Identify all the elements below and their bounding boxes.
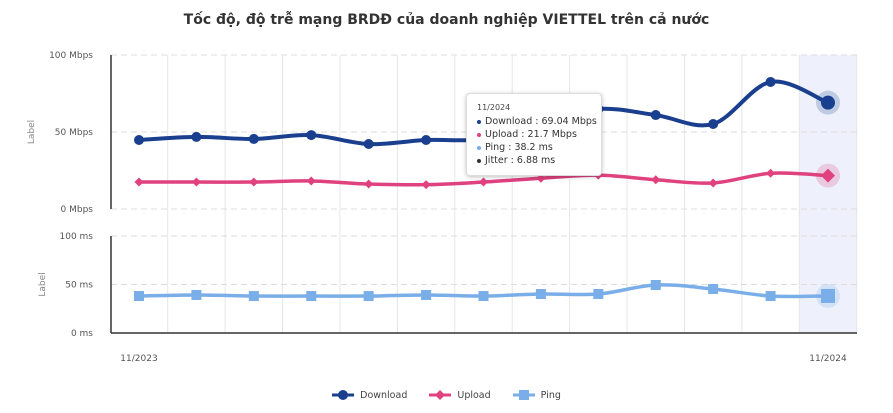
- data-point-upload: [479, 177, 488, 187]
- data-point-ping: [248, 291, 259, 302]
- tooltip-row-download: Download : 69.04 Mbps: [477, 115, 597, 128]
- tooltip-row-jitter: Jitter : 6.88 ms: [477, 154, 593, 167]
- data-point-ping: [708, 283, 719, 294]
- legend-label: Upload: [457, 389, 491, 401]
- tooltip-date: 11/2024: [477, 103, 511, 112]
- data-point-upload: [134, 177, 144, 187]
- legend-item-upload[interactable]: Upload: [429, 389, 491, 401]
- tooltip-row-ping: Ping : 38.2 ms: [477, 141, 593, 154]
- tooltip-ping-text: Ping : 38.2 ms: [485, 142, 553, 153]
- legend-upload-icon: [429, 390, 452, 400]
- y-tick-label: 50 ms: [65, 281, 93, 291]
- chart-legend: Download Upload Ping: [0, 389, 893, 401]
- legend-download-icon: [332, 390, 355, 400]
- data-point-upload: [191, 177, 201, 187]
- data-point-ping: [821, 288, 835, 303]
- data-point-ping: [765, 291, 776, 302]
- y-tick-label: 50 Mbps: [55, 128, 94, 138]
- tooltip-dot-icon: [477, 119, 481, 124]
- data-point-ping: [363, 291, 374, 302]
- data-point-upload: [306, 176, 316, 186]
- tooltip-jitter-text: Jitter : 6.88 ms: [485, 155, 556, 166]
- data-point-download: [765, 76, 776, 87]
- data-point-upload: [766, 168, 776, 178]
- data-point-download: [421, 135, 432, 146]
- data-point-download: [248, 133, 259, 144]
- data-point-ping: [191, 289, 202, 300]
- legend-label: Ping: [540, 389, 561, 401]
- tooltip-dot-icon: [477, 145, 481, 150]
- data-point-ping: [306, 291, 317, 302]
- chart-title: Tốc độ, độ trễ mạng BRDĐ của doanh nghiệ…: [183, 12, 710, 28]
- data-tooltip: 11/2024 Download : 69.04 Mbps Upload : 2…: [466, 93, 602, 176]
- data-point-download: [191, 131, 202, 142]
- legend-ping-icon: [512, 390, 535, 400]
- tooltip-download-text: Download : 69.04 Mbps: [485, 116, 597, 127]
- y-tick-label: 100 Mbps: [49, 51, 93, 61]
- data-point-download: [363, 139, 374, 150]
- tooltip-upload-text: Upload : 21.7 Mbps: [485, 129, 577, 140]
- data-point-ping: [593, 289, 604, 300]
- data-point-download: [306, 130, 317, 141]
- data-point-ping: [421, 289, 432, 300]
- legend-label: Download: [360, 389, 408, 401]
- y-tick-label: 0 ms: [71, 329, 93, 339]
- data-point-download: [821, 95, 835, 110]
- data-point-ping: [650, 279, 661, 290]
- data-point-ping: [535, 289, 546, 300]
- y-axis-label: Label: [27, 120, 37, 144]
- x-tick-label: 11/2023: [120, 354, 157, 364]
- data-point-upload: [421, 180, 431, 190]
- data-point-download: [708, 118, 719, 129]
- data-point-ping: [134, 291, 144, 302]
- x-tick-label: 11/2024: [809, 354, 847, 364]
- data-point-upload: [364, 179, 374, 189]
- data-point-download: [650, 110, 661, 121]
- y-axis-label: Label: [38, 272, 48, 296]
- y-tick-label: 0 Mbps: [61, 205, 94, 215]
- data-point-upload: [249, 177, 259, 187]
- data-point-ping: [478, 291, 489, 302]
- legend-item-ping[interactable]: Ping: [512, 389, 561, 401]
- tooltip-dot-icon: [477, 158, 481, 163]
- tooltip-row-upload: Upload : 21.7 Mbps: [477, 128, 593, 141]
- data-point-upload: [708, 178, 718, 188]
- data-point-upload: [821, 168, 835, 183]
- tooltip-dot-icon: [477, 132, 481, 137]
- data-point-download: [134, 135, 144, 146]
- data-point-upload: [651, 175, 661, 185]
- y-tick-label: 100 ms: [60, 232, 94, 242]
- legend-item-download[interactable]: Download: [332, 389, 407, 401]
